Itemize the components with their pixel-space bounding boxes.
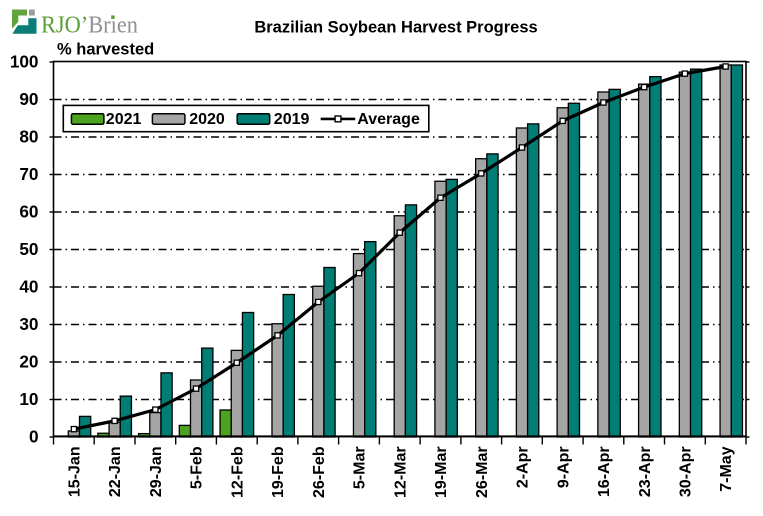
svg-text:26-Mar: 26-Mar — [474, 446, 491, 498]
svg-text:2019: 2019 — [274, 111, 310, 128]
svg-text:2-Apr: 2-Apr — [515, 446, 532, 488]
svg-text:90: 90 — [19, 89, 38, 109]
svg-text:7-May: 7-May — [718, 446, 735, 491]
svg-text:15-Jan: 15-Jan — [66, 446, 83, 497]
svg-text:23-Apr: 23-Apr — [637, 446, 654, 497]
svg-text:50: 50 — [19, 239, 38, 259]
svg-text:2020: 2020 — [189, 111, 225, 128]
svg-text:26-Feb: 26-Feb — [311, 446, 328, 498]
svg-text:100: 100 — [10, 52, 39, 72]
svg-text:RJO’Brien: RJO’Brien — [41, 12, 138, 39]
svg-text:2021: 2021 — [106, 111, 142, 128]
svg-text:5-Feb: 5-Feb — [189, 446, 206, 489]
svg-text:70: 70 — [19, 164, 38, 184]
svg-text:10: 10 — [19, 389, 38, 409]
svg-text:22-Jan: 22-Jan — [107, 446, 124, 497]
svg-text:16-Apr: 16-Apr — [596, 446, 613, 497]
svg-text:12-Mar: 12-Mar — [392, 446, 409, 498]
svg-text:19-Feb: 19-Feb — [270, 446, 287, 498]
svg-text:12-Feb: 12-Feb — [229, 446, 246, 498]
svg-text:9-Apr: 9-Apr — [555, 446, 572, 488]
svg-text:29-Jan: 29-Jan — [148, 446, 165, 497]
svg-text:30-Apr: 30-Apr — [678, 446, 695, 497]
svg-text:Average: Average — [357, 111, 420, 128]
svg-text:5-Mar: 5-Mar — [352, 446, 369, 489]
svg-text:60: 60 — [19, 202, 38, 222]
svg-text:% harvested: % harvested — [57, 41, 154, 59]
svg-text:20: 20 — [19, 352, 38, 372]
svg-text:80: 80 — [19, 127, 38, 147]
svg-text:19-Mar: 19-Mar — [433, 446, 450, 498]
svg-text:Brazilian Soybean Harvest Prog: Brazilian Soybean Harvest Progress — [254, 19, 537, 37]
svg-text:40: 40 — [19, 277, 38, 297]
svg-text:30: 30 — [19, 314, 38, 334]
svg-text:0: 0 — [29, 427, 39, 447]
